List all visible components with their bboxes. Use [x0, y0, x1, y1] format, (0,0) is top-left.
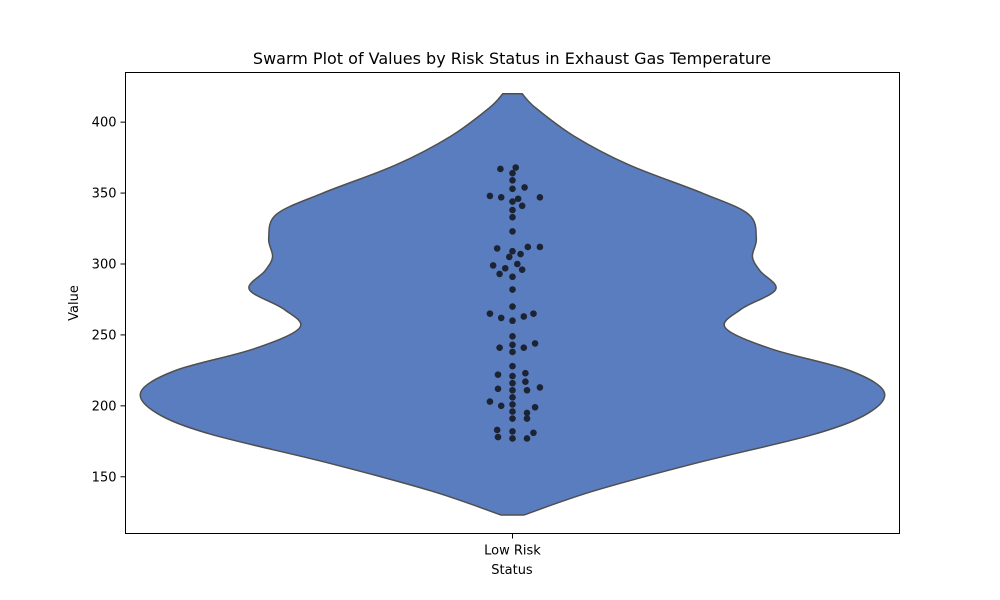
swarm-point [531, 340, 539, 347]
swarm-point [509, 333, 516, 340]
swarm-point [509, 401, 516, 408]
swarm-point [524, 243, 532, 251]
swarm-point [523, 409, 531, 417]
swarm-point [520, 313, 528, 320]
swarm-point [509, 247, 516, 255]
swarm-point [497, 402, 505, 410]
swarm-point [522, 369, 529, 377]
swarm-point [509, 213, 516, 221]
swarm-point [518, 202, 526, 210]
swarm-point [496, 344, 503, 351]
y-axis-label: Value [67, 285, 82, 321]
y-axis: 150 200 250 300 350 400 [92, 116, 126, 485]
swarm-point [494, 385, 502, 393]
swarm-point [509, 379, 516, 387]
swarm-point [509, 177, 516, 184]
swarm-point [530, 310, 537, 317]
swarm-point [536, 194, 544, 201]
swarm-point [501, 264, 509, 272]
swarm-point [523, 435, 531, 442]
swarm-point [523, 386, 531, 394]
swarm-point [509, 169, 516, 177]
swarm-point [531, 403, 539, 411]
y-tick-label: 200 [92, 399, 117, 414]
chart-title: Swarm Plot of Values by Risk Status in E… [253, 49, 771, 68]
swarm-point [509, 428, 516, 435]
swarm-point [493, 245, 501, 252]
swarm-point [494, 371, 502, 378]
swarm-point [497, 194, 505, 201]
swarm-point [509, 341, 516, 349]
swarm-point [509, 198, 516, 205]
y-tick-label: 400 [92, 116, 117, 131]
swarm-point [496, 270, 503, 278]
y-tick-label: 250 [92, 328, 117, 343]
swarm-point [509, 394, 516, 401]
swarm-point [509, 415, 516, 422]
swarm-point [536, 243, 544, 251]
swarm-point [509, 408, 516, 415]
swarm-point [497, 165, 504, 173]
swarm-point [493, 426, 501, 434]
swarm-point [536, 384, 544, 391]
swarm-point [509, 386, 516, 394]
swarm-point [518, 266, 526, 273]
x-axis-label: Status [491, 563, 533, 578]
swarm-point [509, 206, 516, 214]
swarm-point [509, 228, 516, 235]
swarm-point [512, 164, 520, 171]
swarm-point [523, 415, 531, 422]
swarm-point [517, 250, 524, 258]
swarm-point [514, 260, 521, 268]
swarm-point [505, 253, 513, 261]
x-tick-label: Low Risk [484, 544, 541, 559]
swarm-point [509, 362, 516, 370]
swarm-point [530, 429, 537, 437]
swarm-point [509, 435, 516, 442]
swarm-point [509, 348, 516, 356]
swarm-point [509, 185, 516, 193]
swarm-point [509, 303, 516, 310]
swarm-point [522, 378, 529, 386]
swarm-point [486, 310, 494, 317]
swarm-point [514, 195, 522, 203]
y-tick-label: 300 [92, 257, 117, 272]
swarm-point [520, 344, 528, 351]
plot-area [139, 93, 886, 516]
swarm-point [497, 314, 505, 322]
swarm-point [509, 372, 516, 380]
swarm-point [509, 317, 516, 325]
swarm-point [509, 286, 516, 293]
swarm-point [494, 433, 502, 441]
swarm-point [489, 262, 497, 269]
y-tick-label: 150 [92, 470, 117, 485]
swarm-point [486, 192, 494, 200]
swarm-point [486, 398, 494, 405]
swarm-point [521, 184, 528, 191]
y-tick-label: 350 [92, 187, 117, 202]
x-axis: Low Risk [484, 533, 541, 559]
swarm-point [509, 273, 516, 281]
